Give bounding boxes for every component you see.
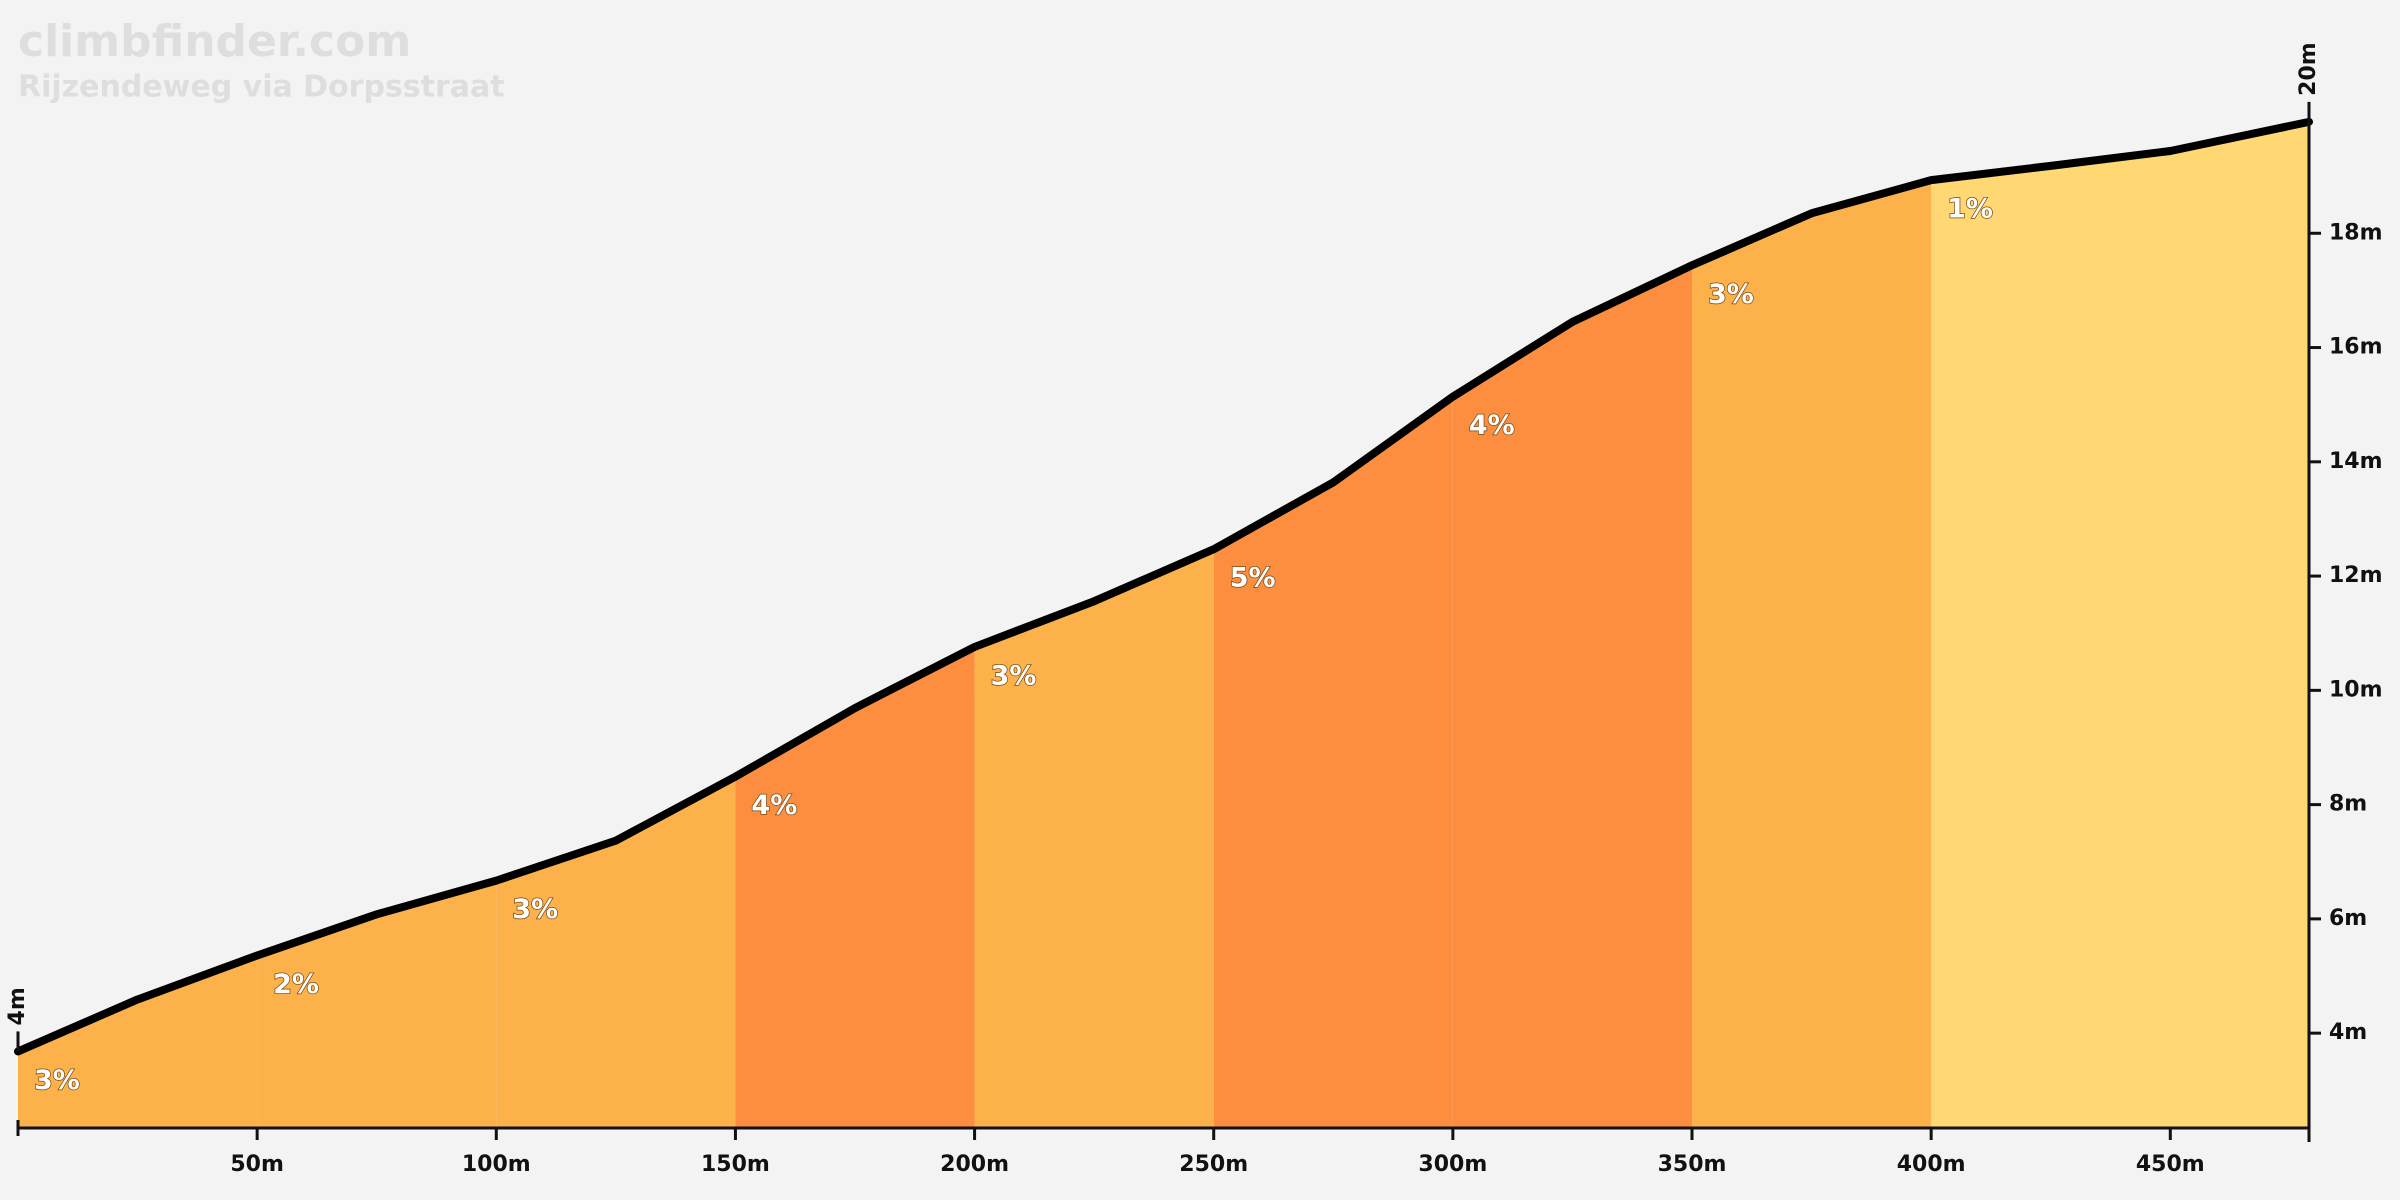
y-tick-label: 4m bbox=[2329, 1020, 2367, 1045]
chart-title: climbfinder.com bbox=[18, 16, 411, 67]
grade-segment bbox=[1692, 180, 1932, 1128]
y-tick-label: 16m bbox=[2329, 335, 2383, 360]
start-elevation-label: 4m bbox=[5, 987, 30, 1025]
elevation-line bbox=[14, 117, 2313, 1056]
grade-segment bbox=[1931, 121, 2309, 1128]
x-tick-label: 250m bbox=[1179, 1152, 1248, 1177]
y-tick-label: 8m bbox=[2329, 792, 2367, 817]
x-tick-label: 400m bbox=[1897, 1152, 1966, 1177]
grade-label: 3% bbox=[512, 894, 558, 925]
x-tick-label: 50m bbox=[230, 1152, 284, 1177]
grade-segment bbox=[18, 955, 258, 1128]
end-elevation-label: 20m bbox=[2296, 42, 2321, 96]
x-tick-label: 200m bbox=[940, 1152, 1009, 1177]
y-tick-label: 6m bbox=[2329, 906, 2367, 931]
grade-segment bbox=[974, 549, 1214, 1128]
grade-label: 5% bbox=[1230, 563, 1276, 594]
x-tick-label: 300m bbox=[1418, 1152, 1487, 1177]
y-tick-label: 12m bbox=[2329, 563, 2383, 588]
grade-segment bbox=[735, 646, 975, 1128]
x-tick-label: 100m bbox=[462, 1152, 531, 1177]
grade-label: 2% bbox=[273, 969, 319, 1000]
y-tick-label: 14m bbox=[2329, 449, 2383, 474]
grade-segment bbox=[1213, 396, 1453, 1129]
grade-label: 3% bbox=[34, 1065, 80, 1096]
grade-label: 4% bbox=[751, 790, 797, 821]
chart-subtitle: Rijzendeweg via Dorpsstraat bbox=[18, 70, 505, 105]
x-tick-label: 450m bbox=[2136, 1152, 2205, 1177]
grade-segment bbox=[1452, 265, 1693, 1128]
grade-segment bbox=[257, 880, 497, 1128]
grade-label: 3% bbox=[1708, 279, 1754, 310]
x-tick-label: 350m bbox=[1658, 1152, 1727, 1177]
grade-label: 1% bbox=[1947, 194, 1993, 225]
y-tick-label: 18m bbox=[2329, 220, 2383, 245]
grade-label: 4% bbox=[1469, 410, 1515, 441]
x-tick-label: 150m bbox=[701, 1152, 770, 1177]
grade-label: 3% bbox=[991, 660, 1037, 691]
y-tick-label: 10m bbox=[2329, 677, 2383, 702]
